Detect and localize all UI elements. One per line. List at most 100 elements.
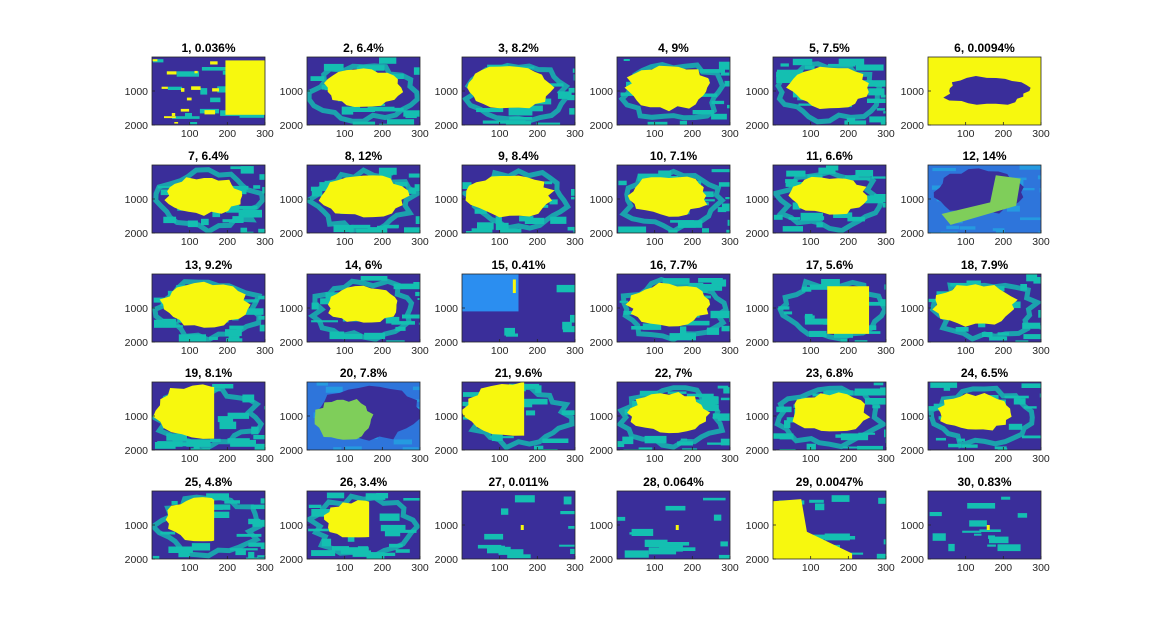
- teal-patch: [682, 448, 698, 450]
- heatmap-image: [307, 382, 420, 450]
- highlighted-region: [624, 65, 710, 112]
- y-tick-label: 2000: [435, 120, 459, 132]
- heatmap-image: [307, 274, 420, 342]
- highlighted-region: [986, 525, 990, 530]
- teal-patch: [477, 544, 502, 549]
- y-tick-label: 1000: [746, 194, 770, 206]
- teal-patch: [846, 117, 856, 124]
- teal-patch: [724, 80, 730, 87]
- y-tick-label: 2000: [746, 228, 770, 240]
- teal-patch: [729, 69, 730, 74]
- teal-patch: [784, 420, 791, 428]
- subplot-panel-3: 3, 8.2% 100 200 300 1000 2000: [435, 41, 584, 140]
- subplot-panel-18: 18, 7.9% 100 200 300 1000 2000: [901, 258, 1050, 357]
- teal-patch: [241, 231, 254, 233]
- teal-ring: [617, 385, 726, 450]
- teal-patch: [342, 333, 363, 340]
- y-tick-label: 1000: [125, 86, 149, 98]
- teal-patch: [792, 202, 801, 210]
- subplot-panel-10: 10, 7.1% 100 200 300 1000 2000: [590, 149, 739, 248]
- y-tick-label: 2000: [746, 337, 770, 349]
- x-tick-label: 300: [877, 562, 895, 574]
- heatmap-image: [152, 165, 265, 233]
- x-tick-label: 200: [995, 128, 1013, 140]
- highlighted-region: [327, 285, 398, 323]
- teal-patch: [842, 446, 859, 449]
- x-tick-label: 300: [877, 236, 895, 248]
- y-tick-label: 1000: [901, 411, 925, 423]
- teal-ring: [307, 63, 420, 124]
- teal-ring: [152, 494, 263, 559]
- teal-patch: [1023, 406, 1037, 409]
- teal-patch: [1022, 322, 1041, 329]
- heatmap-image: [617, 165, 730, 233]
- teal-patch: [550, 216, 567, 224]
- teal-patch: [201, 218, 209, 226]
- teal-patch: [729, 392, 730, 399]
- teal-patch: [519, 216, 534, 222]
- teal-patch: [955, 327, 969, 332]
- teal-patch: [563, 496, 572, 505]
- teal-patch: [562, 321, 572, 330]
- teal-patch: [662, 278, 690, 285]
- teal-patch: [854, 388, 881, 396]
- heatmap-image: [307, 57, 420, 125]
- teal-patch: [556, 284, 575, 293]
- teal-patch: [700, 93, 718, 97]
- teal-patch: [476, 108, 504, 113]
- teal-patch: [403, 498, 420, 501]
- heatmap-image: [928, 491, 1041, 559]
- teal-patch: [189, 122, 198, 125]
- x-tick-label: 100: [491, 453, 509, 465]
- teal-patch: [1021, 435, 1041, 439]
- subplot-panel-14: 14, 6% 100 200 300 1000 2000: [280, 258, 429, 357]
- teal-patch: [504, 327, 515, 336]
- teal-patch: [693, 404, 719, 412]
- y-tick-label: 2000: [435, 337, 459, 349]
- teal-patch: [250, 504, 265, 510]
- x-tick-label: 100: [491, 128, 509, 140]
- highlighted-speck: [152, 59, 158, 62]
- teal-patch: [236, 533, 262, 537]
- y-tick-label: 1000: [435, 303, 459, 315]
- teal-patch: [418, 322, 420, 325]
- teal-patch: [885, 438, 886, 443]
- teal-patch: [485, 535, 495, 538]
- teal-patch: [210, 438, 221, 442]
- x-tick-label: 200: [529, 236, 547, 248]
- x-tick-label: 100: [336, 345, 354, 357]
- x-tick-label: 100: [491, 562, 509, 574]
- light-blue-field: [462, 274, 519, 312]
- heatmap-image: [462, 382, 575, 450]
- teal-patch: [262, 187, 265, 194]
- subplot-panel-29: 29, 0.0047% 100 200 300 1000 2000: [746, 475, 895, 574]
- teal-patch: [679, 120, 687, 125]
- teal-patch: [815, 503, 825, 511]
- teal-patch: [689, 284, 717, 289]
- x-tick-label: 100: [646, 236, 664, 248]
- teal-patch: [802, 286, 812, 292]
- teal-patch: [969, 520, 987, 527]
- teal-patch: [631, 528, 654, 536]
- y-tick-label: 2000: [590, 445, 614, 457]
- y-tick-label: 2000: [125, 337, 149, 349]
- subplot-panel-19: 19, 8.1% 100 200 300 1000 2000: [125, 366, 274, 465]
- subplot-title: 1, 0.036%: [181, 41, 235, 55]
- teal-patch: [544, 181, 553, 185]
- teal-patch: [804, 318, 830, 325]
- teal-patch: [854, 340, 868, 342]
- teal-patch: [785, 179, 797, 183]
- heatmap-image: [773, 382, 886, 450]
- teal-patch: [377, 225, 399, 229]
- heatmap-image: [928, 274, 1041, 342]
- teal-patch: [570, 314, 575, 323]
- x-tick-label: 200: [529, 345, 547, 357]
- y-tick-label: 1000: [125, 411, 149, 423]
- y-tick-label: 1000: [901, 520, 925, 532]
- highlighted-region: [627, 176, 708, 217]
- y-tick-label: 2000: [590, 228, 614, 240]
- teal-patch: [707, 442, 730, 445]
- teal-patch: [711, 169, 730, 173]
- teal-patch: [574, 113, 575, 120]
- teal-patch: [867, 98, 886, 103]
